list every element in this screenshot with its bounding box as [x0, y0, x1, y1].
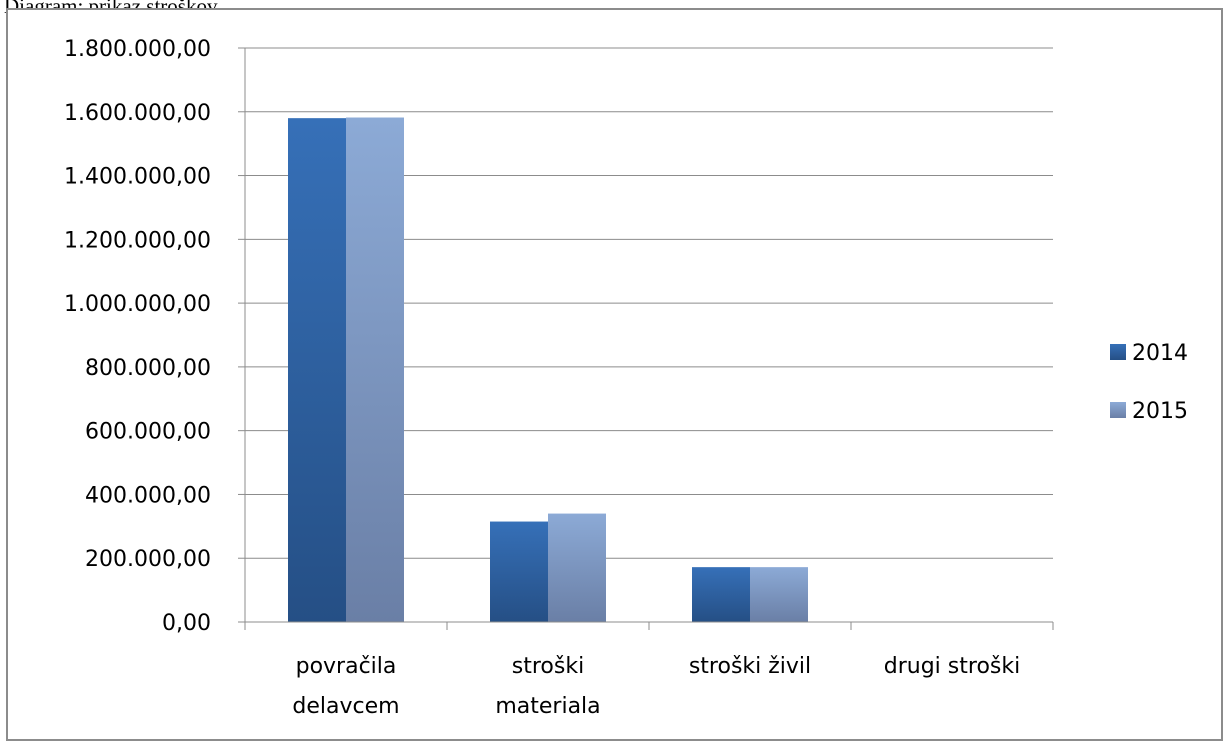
y-tick-label: 1.800.000,00: [64, 37, 211, 62]
bar-2014-2: [692, 567, 750, 622]
bar-2014-1: [490, 521, 548, 622]
y-tick-label: 600.000,00: [85, 420, 211, 445]
legend-label-2015: 2015: [1132, 399, 1188, 424]
legend-label-2014: 2014: [1132, 341, 1188, 366]
x-category-label: povračila delavcem: [292, 654, 399, 719]
bar-2015-2: [750, 567, 808, 622]
x-category-label: stroški materiala: [495, 654, 600, 719]
bar-2015-0: [346, 117, 404, 623]
x-category-label: stroški živil: [689, 654, 811, 679]
legend: 2014 2015: [1110, 341, 1188, 424]
y-tick-label: 1.600.000,00: [64, 101, 211, 126]
bar-2014-0: [288, 118, 346, 623]
axes: [238, 47, 1054, 630]
y-tick-label: 0,00: [162, 611, 211, 636]
y-tick-label: 800.000,00: [85, 356, 211, 381]
labels: 0,00 200.000,00 400.000,00 600.000,00 800.00…: [64, 37, 1020, 719]
y-tick-label: 1.200.000,00: [64, 228, 211, 253]
x-category-label: drugi stroški: [884, 654, 1020, 679]
y-tick-label: 200.000,00: [85, 547, 211, 572]
bar-2015-1: [548, 513, 606, 622]
bars: [288, 117, 808, 623]
y-tick-label: 400.000,00: [85, 483, 211, 508]
y-tick-label: 1.000.000,00: [64, 292, 211, 317]
chart-frame: [6, 8, 1223, 741]
legend-swatch-2014: [1110, 344, 1126, 360]
legend-swatch-2015: [1110, 402, 1126, 418]
y-tick-label: 1.400.000,00: [64, 165, 211, 190]
